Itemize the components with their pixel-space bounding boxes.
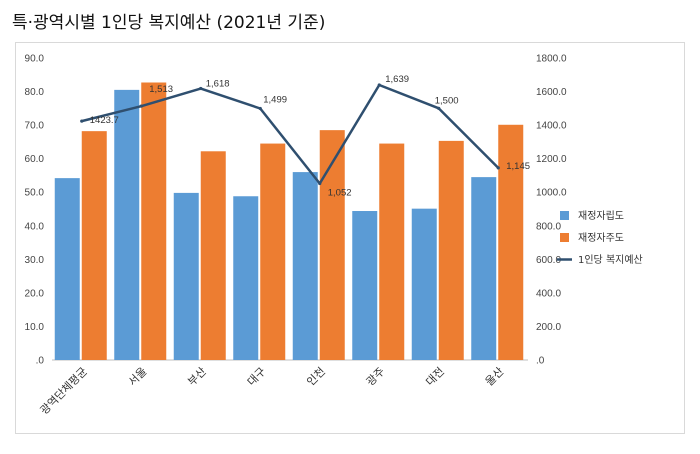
- bar-autonomy: [260, 143, 286, 360]
- line-point: [377, 83, 381, 87]
- line-point: [437, 106, 441, 110]
- legend-swatch: [560, 211, 569, 220]
- y-left-tick-label: 70.0: [25, 121, 45, 132]
- y-left-tick-label: 30.0: [25, 255, 45, 266]
- y-right-tick-label: 1000.0: [536, 188, 567, 199]
- bar-self-reliance: [471, 177, 497, 360]
- line-data-label: 1,618: [206, 79, 230, 90]
- legend-swatch: [560, 233, 569, 242]
- bar-self-reliance: [54, 178, 80, 360]
- y-right-tick-label: 800.0: [536, 221, 561, 232]
- line-data-label: 1,513: [149, 84, 173, 95]
- bar-autonomy: [81, 131, 107, 360]
- line-data-label: 1,500: [435, 95, 459, 106]
- y-right-tick-label: 600.0: [536, 255, 561, 266]
- line-point: [80, 119, 84, 123]
- x-category-label: 대전: [423, 365, 447, 389]
- line-data-label: 1,499: [263, 95, 287, 106]
- y-left-tick-label: .0: [36, 356, 45, 367]
- bar-autonomy: [438, 140, 464, 360]
- line-point: [139, 104, 143, 108]
- line-data-label: 1,145: [506, 161, 530, 172]
- x-category-label: 서울: [126, 365, 150, 389]
- y-right-tick-label: 400.0: [536, 288, 561, 299]
- y-right-tick-label: 1200.0: [536, 154, 567, 165]
- x-category-label: 광역단체평균: [38, 365, 90, 417]
- y-left-tick-label: 80.0: [25, 87, 45, 98]
- y-left-tick-label: 40.0: [25, 221, 45, 232]
- y-left-tick-label: 90.0: [25, 54, 45, 65]
- bar-self-reliance: [352, 211, 378, 360]
- bar-autonomy: [379, 143, 405, 360]
- chart-title: 특·광역시별 1인당 복지예산 (2021년 기준): [12, 13, 326, 33]
- x-category-label: 광주: [364, 365, 388, 389]
- line-welfare-budget: [81, 83, 500, 185]
- line-point: [199, 86, 203, 91]
- legend-label: 1인당 복지예산: [578, 254, 643, 266]
- bar-autonomy: [200, 151, 226, 360]
- bar-autonomy: [498, 124, 524, 360]
- y-right-tick-label: 1400.0: [536, 121, 567, 132]
- y-right-tick-label: 1600.0: [536, 87, 567, 98]
- legend-label: 재정자주도: [578, 232, 624, 244]
- bar-self-reliance: [233, 196, 259, 360]
- y-left-tick-label: 60.0: [25, 154, 45, 165]
- line-point: [496, 166, 500, 170]
- y-right-tick-label: 200.0: [536, 322, 561, 333]
- y-right-tick-label: .0: [536, 356, 545, 367]
- x-category-label: 인천: [304, 364, 328, 388]
- bar-autonomy: [141, 82, 167, 361]
- line-point: [258, 106, 262, 111]
- y-left-tick-label: 50.0: [25, 188, 45, 199]
- line-data-label: 1,639: [385, 74, 409, 85]
- line-data-label: 1,052: [328, 187, 352, 198]
- bar-autonomy: [319, 130, 345, 360]
- legend-label: 재정자립도: [578, 209, 624, 222]
- y-left-tick-label: 20.0: [25, 288, 45, 299]
- bar-self-reliance: [173, 192, 199, 360]
- bar-self-reliance: [292, 172, 318, 360]
- x-category-label: 부산: [185, 365, 209, 389]
- bar-self-reliance: [411, 208, 437, 360]
- line-point: [318, 181, 322, 186]
- x-category-label: 울산: [483, 365, 507, 389]
- x-category-label: 대구: [245, 365, 269, 389]
- y-right-tick-label: 1800.0: [536, 54, 567, 65]
- line-data-label: 1423.7: [90, 115, 119, 126]
- bar-self-reliance: [114, 89, 140, 360]
- y-left-tick-label: 10.0: [25, 322, 45, 333]
